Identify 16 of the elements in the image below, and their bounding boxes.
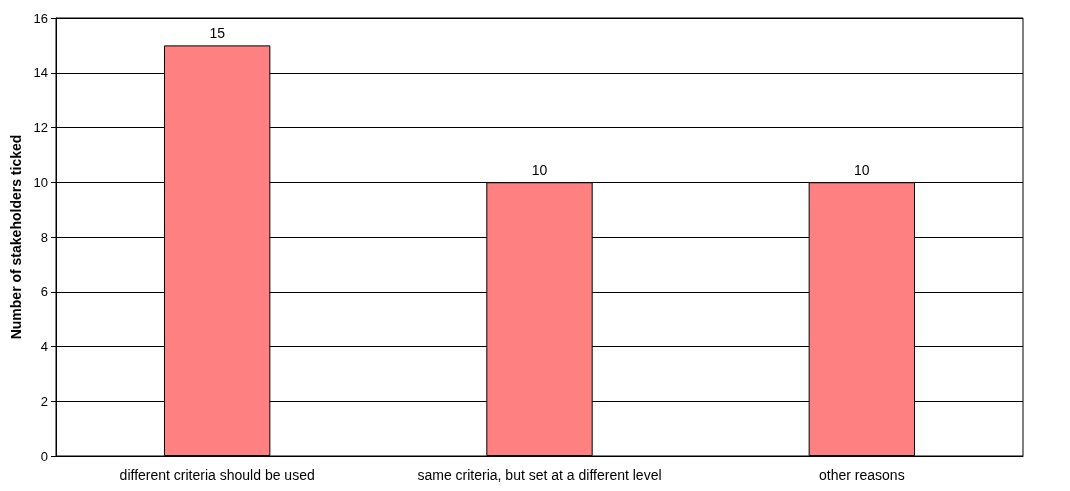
y-tick-label: 14 — [33, 65, 48, 81]
y-tick-label: 6 — [40, 284, 48, 300]
data-label: 10 — [854, 162, 870, 179]
x-tick-label: same criteria, but set at a different level — [417, 467, 662, 483]
data-label: 10 — [531, 162, 548, 179]
y-tick-label: 8 — [40, 229, 48, 245]
y-tick-label: 2 — [40, 393, 48, 409]
y-tick-label: 16 — [33, 10, 48, 26]
x-tick-label: other reasons — [819, 467, 905, 483]
y-tick-label: 12 — [33, 120, 48, 135]
y-tick-label: 10 — [33, 174, 48, 190]
data-label: 15 — [209, 25, 226, 42]
y-tick-label: 4 — [40, 339, 48, 354]
y-tick-label: 0 — [40, 448, 48, 464]
x-tick-label: different criteria should be used — [119, 467, 315, 483]
y-axis-title: Number of stakeholders ticked — [7, 134, 24, 340]
